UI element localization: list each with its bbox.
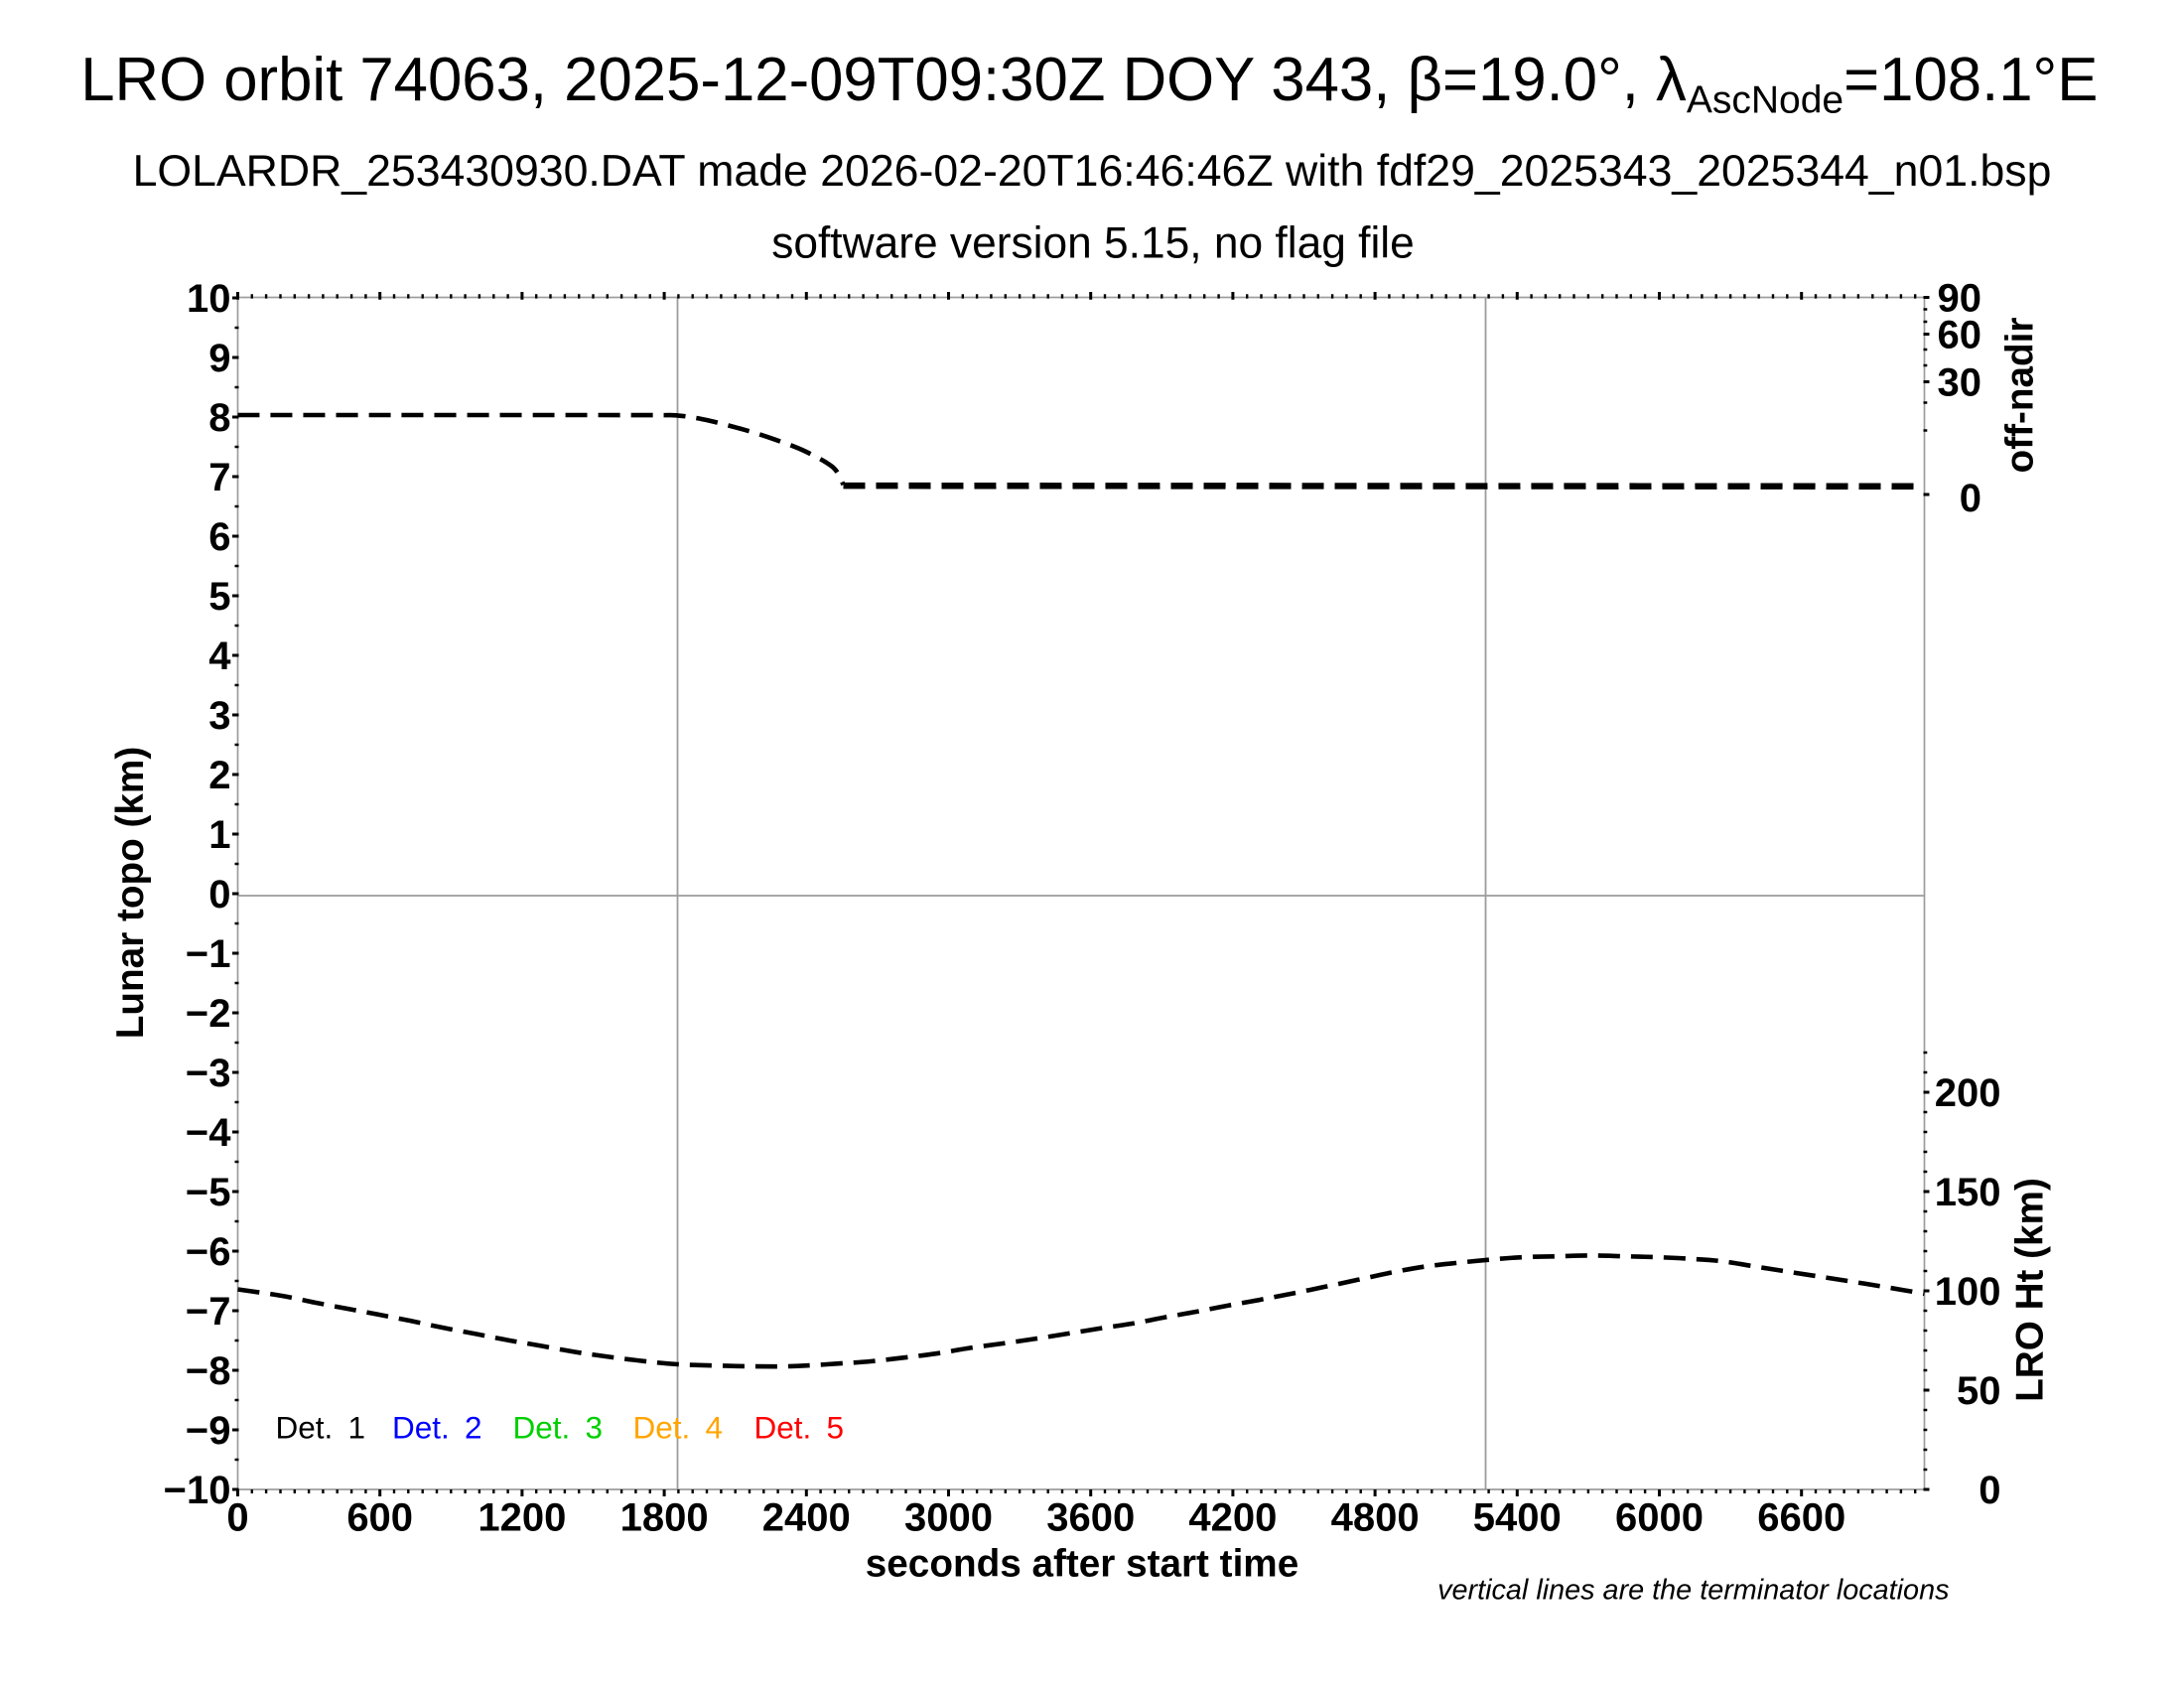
svg-text:7: 7 <box>208 456 230 499</box>
svg-text:−3: −3 <box>186 1052 231 1095</box>
svg-text:off-nadir: off-nadir <box>1999 318 2042 474</box>
svg-text:5400: 5400 <box>1473 1495 1562 1539</box>
svg-text:1200: 1200 <box>478 1495 566 1539</box>
svg-text:0: 0 <box>1960 477 1981 520</box>
svg-text:9: 9 <box>208 337 230 380</box>
svg-text:200: 200 <box>1935 1071 2001 1115</box>
svg-text:150: 150 <box>1935 1171 2001 1214</box>
svg-text:100: 100 <box>1935 1270 2001 1314</box>
svg-text:6000: 6000 <box>1615 1495 1704 1539</box>
svg-text:2400: 2400 <box>762 1495 851 1539</box>
svg-text:Det. 4: Det. 4 <box>633 1410 724 1446</box>
svg-text:−1: −1 <box>186 932 231 976</box>
svg-text:3000: 3000 <box>904 1495 993 1539</box>
svg-text:Det. 1: Det. 1 <box>276 1410 366 1446</box>
svg-text:LOLARDR_253430930.DAT made 202: LOLARDR_253430930.DAT made 2026-02-20T16… <box>133 147 2052 196</box>
svg-text:−9: −9 <box>186 1409 231 1453</box>
svg-text:60: 60 <box>1938 314 1982 357</box>
svg-text:4800: 4800 <box>1331 1495 1420 1539</box>
svg-text:600: 600 <box>346 1495 413 1539</box>
svg-text:5: 5 <box>208 575 230 619</box>
svg-text:0: 0 <box>1979 1469 2000 1512</box>
svg-text:Det. 5: Det. 5 <box>754 1410 845 1446</box>
svg-text:4: 4 <box>208 635 231 678</box>
svg-text:6: 6 <box>208 515 230 559</box>
svg-text:0: 0 <box>226 1495 248 1539</box>
svg-text:8: 8 <box>208 396 230 440</box>
svg-text:−2: −2 <box>186 992 231 1036</box>
svg-text:30: 30 <box>1938 361 1982 405</box>
svg-text:Det. 3: Det. 3 <box>513 1410 604 1446</box>
svg-text:1800: 1800 <box>620 1495 709 1539</box>
svg-text:Det. 2: Det. 2 <box>392 1410 482 1446</box>
svg-text:−5: −5 <box>186 1171 231 1214</box>
svg-text:−8: −8 <box>186 1349 231 1393</box>
svg-text:2: 2 <box>208 754 230 797</box>
svg-text:−6: −6 <box>186 1230 231 1274</box>
svg-text:vertical lines are the termina: vertical lines are the terminator locati… <box>1437 1575 1949 1607</box>
svg-text:−4: −4 <box>186 1111 231 1155</box>
svg-text:Lunar topo (km): Lunar topo (km) <box>109 747 152 1039</box>
svg-text:0: 0 <box>208 873 230 917</box>
svg-text:90: 90 <box>1938 277 1982 321</box>
svg-text:LRO orbit 74063, 2025-12-09T09: LRO orbit 74063, 2025-12-09T09:30Z DOY 3… <box>80 46 2098 122</box>
svg-text:software version 5.15, no flag: software version 5.15, no flag file <box>771 219 1415 268</box>
svg-text:3600: 3600 <box>1046 1495 1135 1539</box>
svg-text:4200: 4200 <box>1188 1495 1277 1539</box>
svg-text:3: 3 <box>208 694 230 738</box>
svg-text:−10: −10 <box>164 1469 231 1512</box>
svg-text:10: 10 <box>187 277 231 321</box>
svg-text:seconds after start time: seconds after start time <box>866 1543 1298 1586</box>
svg-text:LRO Ht (km): LRO Ht (km) <box>2009 1178 2052 1402</box>
svg-text:6600: 6600 <box>1757 1495 1845 1539</box>
svg-text:−7: −7 <box>186 1290 231 1334</box>
svg-text:1: 1 <box>208 813 230 857</box>
svg-text:50: 50 <box>1957 1369 2001 1413</box>
